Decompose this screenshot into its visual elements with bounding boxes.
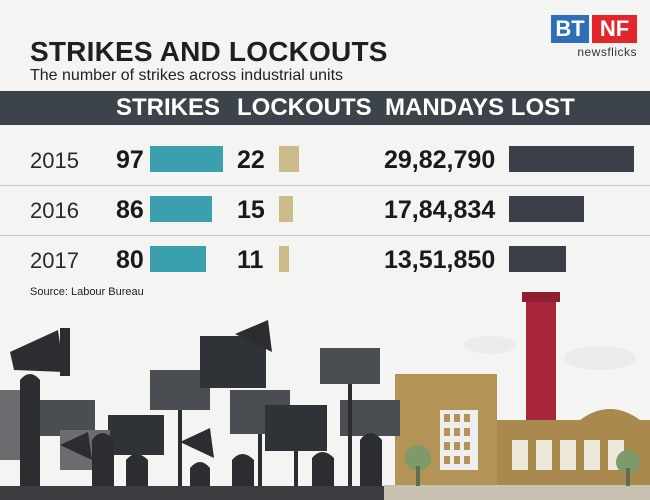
year-label: 2015: [30, 148, 79, 173]
year-label: 2016: [30, 198, 79, 223]
logo-newsflicks-text: newsflicks: [577, 45, 637, 59]
row-divider: [0, 235, 650, 236]
lockouts-bar: [279, 146, 299, 172]
mandays-bar: [509, 146, 634, 172]
mandays-value-label: 13,51,850: [384, 246, 496, 274]
chart-subtitle: The number of strikes across industrial …: [30, 67, 344, 84]
mandays-value-label: 17,84,834: [384, 196, 496, 224]
year-label: 2017: [30, 248, 79, 273]
logo-bt-text: BT: [551, 15, 589, 43]
chart-title: STRIKES AND LOCKOUTS: [30, 36, 388, 67]
mandays-bar: [509, 196, 584, 222]
mandays-value-label: 29,82,790: [384, 146, 496, 174]
lockouts-value-label: 22: [237, 146, 265, 174]
lockouts-bar: [279, 246, 289, 272]
strikes-value-label: 86: [116, 196, 144, 224]
mandays-bar: [509, 246, 566, 272]
column-header-band: [0, 91, 650, 125]
protest-factory-illustration: [0, 292, 650, 500]
strikes-bar: [150, 146, 223, 172]
header-mandays-lost: MANDAYS LOST: [385, 94, 575, 121]
lockouts-bar: [279, 196, 293, 222]
header-strikes: STRIKES: [116, 94, 221, 121]
btnf-logo: BT NF newsflicks: [551, 15, 637, 61]
row-divider: [0, 185, 650, 186]
header-lockouts: LOCKOUTS: [237, 94, 372, 121]
logo-nf-text: NF: [592, 15, 637, 43]
lockouts-value-label: 11: [237, 246, 264, 274]
strikes-bar: [150, 196, 212, 222]
strikes-value-label: 97: [116, 146, 144, 174]
strikes-bar: [150, 246, 206, 272]
lockouts-value-label: 15: [237, 196, 265, 224]
source-note: Source: Labour Bureau: [30, 286, 144, 298]
strikes-value-label: 80: [116, 246, 144, 274]
